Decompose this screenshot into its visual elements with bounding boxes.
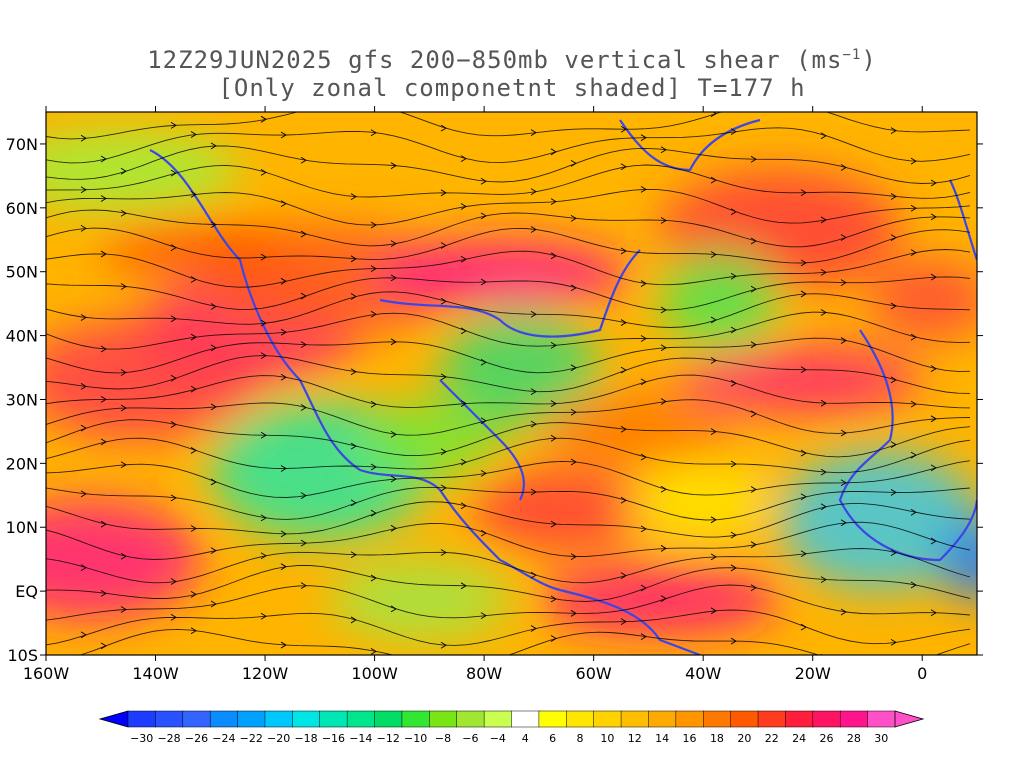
colorbar-label: −20: [267, 732, 290, 745]
colorbar-bin: [566, 710, 595, 728]
colorbar-bin: [456, 710, 485, 728]
colorbar-bin: [511, 710, 540, 728]
lon-tick-label: 20W: [795, 664, 831, 683]
colorbar-label: 20: [737, 732, 751, 745]
title-unit-close: ): [861, 46, 877, 74]
colorbar-bin: [155, 710, 184, 728]
colorbar-bin: [264, 710, 293, 728]
colorbar-bin: [182, 710, 211, 728]
colorbar-label: −14: [349, 732, 372, 745]
colorbar-bin: [483, 710, 513, 728]
lat-tick-label: 70N: [6, 135, 38, 154]
colorbar-label: −28: [157, 732, 180, 745]
title-unit-exponent: −1: [842, 47, 862, 63]
title-text: 12Z29JUN2025 gfs 200−850mb vertical shea…: [147, 46, 843, 74]
colorbar-bin: [319, 710, 348, 728]
lat-tick-label: 50N: [6, 263, 38, 282]
lon-tick-label: 160W: [23, 664, 70, 683]
coastlines: [149, 118, 977, 655]
colorbar-label: −30: [130, 732, 153, 745]
colorbar-label: 24: [792, 732, 806, 745]
colorbar-bin: [292, 710, 321, 728]
colorbar-label: 8: [576, 732, 583, 745]
colorbar-label: −24: [212, 732, 235, 745]
colorbar-bin: [127, 710, 156, 728]
colorbar-bin: [538, 710, 567, 728]
lon-tick-label: 120W: [242, 664, 289, 683]
colorbar-bin: [648, 710, 677, 728]
lat-tick-label: EQ: [15, 582, 38, 601]
colorbar-label: 12: [628, 732, 642, 745]
streamlines: [46, 112, 971, 655]
colorbar-label: −18: [294, 732, 317, 745]
colorbar-bin: [675, 710, 704, 728]
colorbar-label: 14: [655, 732, 669, 745]
colorbar-bin: [839, 710, 869, 728]
colorbar-label: 26: [820, 732, 834, 745]
colorbar-label: 6: [549, 732, 556, 745]
chart-title: 12Z29JUN2025 gfs 200−850mb vertical shea…: [0, 46, 1024, 74]
colorbar-bin: [429, 710, 458, 728]
longitude-axis: 160W 140W 120W 100W 80W 60W 40W 20W 0: [23, 106, 927, 683]
colorbar-bin: [867, 710, 896, 728]
colorbar-label: −10: [404, 732, 427, 745]
colorbar-bin: [374, 710, 403, 728]
chart-subtitle: [Only zonal componetnt shaded] T=177 h: [218, 74, 806, 102]
colorbar-bin: [209, 710, 239, 728]
colorbar-label: −12: [377, 732, 400, 745]
colorbar-label: −22: [240, 732, 263, 745]
colorbar-label: 10: [600, 732, 614, 745]
colorbar-label: −4: [490, 732, 506, 745]
colorbar-label: −26: [185, 732, 208, 745]
colorbar-min-arrow: [98, 710, 129, 728]
colorbar-bin: [730, 710, 759, 728]
colorbar-bin: [812, 710, 841, 728]
lon-tick-label: 0: [917, 664, 927, 683]
colorbar-bin: [785, 710, 814, 728]
colorbar-bin: [703, 710, 732, 728]
colorbar-bin: [593, 710, 622, 728]
colorbar-label: 18: [710, 732, 724, 745]
lon-tick-label: 60W: [576, 664, 612, 683]
colorbar-label: 22: [765, 732, 779, 745]
colorbar-label: 28: [847, 732, 861, 745]
lat-tick-label: 10S: [7, 646, 38, 665]
lat-tick-label: 10N: [6, 518, 38, 537]
colorbar-bin: [346, 710, 376, 728]
colorbar-bin: [237, 710, 266, 728]
lon-tick-label: 100W: [351, 664, 398, 683]
colorbar-label: 30: [874, 732, 888, 745]
lat-tick-label: 40N: [6, 327, 38, 346]
latitude-axis: 70N 60N 50N 40N 30N 20N 10N EQ 10S: [6, 135, 983, 665]
lat-tick-label: 20N: [6, 454, 38, 473]
colorbar-label: −16: [322, 732, 345, 745]
plot-frame: [45, 111, 978, 656]
colorbar-label: 4: [522, 732, 529, 745]
lon-tick-label: 140W: [132, 664, 179, 683]
lon-tick-label: 40W: [685, 664, 721, 683]
colorbar-max-arrow: [894, 710, 925, 728]
lat-tick-label: 30N: [6, 390, 38, 409]
colorbar-bin: [757, 710, 786, 728]
colorbar-label: −6: [462, 732, 478, 745]
colorbar-label: 16: [683, 732, 697, 745]
lat-tick-label: 60N: [6, 199, 38, 218]
colorbar-bin: [401, 710, 430, 728]
colorbar: −30 −28 −26 −24 −22 −20 −18 −16 −14 −12 −10 −8 −6 −4 4…: [98, 710, 925, 745]
lon-tick-label: 80W: [466, 664, 502, 683]
colorbar-label: −8: [435, 732, 451, 745]
colorbar-bin: [620, 710, 650, 728]
